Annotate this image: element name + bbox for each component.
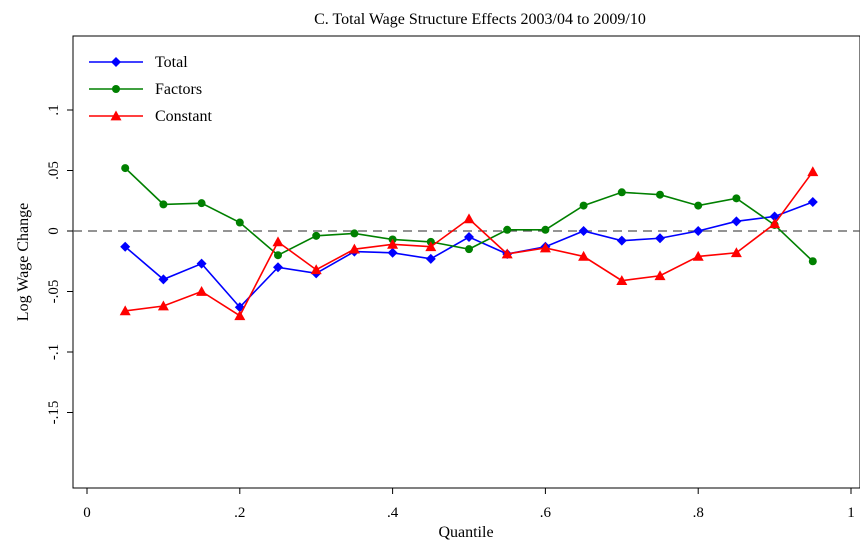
data-point-constant (387, 238, 399, 249)
x-tick-label: 0 (83, 505, 91, 521)
data-point-factors (732, 194, 741, 203)
legend-swatch-marker (111, 57, 121, 67)
data-point-factors (656, 190, 664, 199)
data-point-factors (197, 199, 206, 208)
data-point-total (273, 262, 283, 273)
data-point-factors (235, 218, 244, 227)
data-point-constant (119, 305, 131, 316)
data-point-constant (807, 166, 819, 177)
data-point-constant (348, 243, 360, 254)
data-point-total (120, 241, 131, 252)
x-axis-title: Quantile (438, 524, 493, 541)
data-point-total (731, 216, 742, 227)
data-point-constant (769, 218, 781, 229)
data-point-constant (425, 241, 437, 252)
data-point-total (769, 211, 780, 222)
data-point-factors (808, 257, 817, 266)
data-point-total (616, 235, 627, 246)
data-point-total (158, 274, 169, 285)
series-total (120, 196, 818, 313)
data-point-factors (350, 229, 359, 238)
data-point-constant (196, 286, 208, 296)
legend-label: Total (155, 54, 188, 71)
data-point-constant (272, 236, 284, 247)
y-axis: .1 .05 0 -.05 -.1 -.15 (46, 104, 73, 424)
data-point-total (387, 247, 398, 258)
data-point-constant (463, 213, 475, 224)
data-point-constant (310, 264, 322, 275)
y-tick-label: -.1 (46, 344, 62, 360)
data-point-constant (539, 242, 551, 253)
legend-item-constant: Constant (89, 108, 212, 125)
x-tick-label: .2 (234, 505, 245, 521)
data-point-factors (617, 188, 626, 197)
y-tick-label: .1 (46, 104, 62, 115)
y-tick-label: 0 (46, 227, 62, 235)
x-axis: 0 .2 .4 .6 .8 1 (83, 488, 855, 521)
chart-title: C. Total Wage Structure Effects 2003/04 … (314, 11, 646, 28)
data-point-total (655, 233, 665, 244)
legend-item-total: Total (89, 54, 188, 71)
legend-label: Factors (155, 81, 202, 98)
legend-swatch-marker (110, 110, 122, 121)
data-point-constant (501, 248, 513, 259)
data-point-factors (159, 200, 168, 209)
legend-label: Constant (155, 108, 212, 125)
data-point-factors (503, 225, 512, 234)
x-tick-label: .6 (540, 505, 552, 521)
y-tick-label: .05 (46, 161, 62, 180)
series-layer (119, 164, 819, 321)
data-point-constant (578, 250, 590, 261)
data-point-total (464, 232, 474, 243)
y-tick-label: -.05 (46, 280, 62, 304)
data-point-total (196, 258, 207, 269)
data-point-factors (694, 201, 703, 210)
y-axis-title: Log Wage Change (15, 203, 32, 321)
data-point-total (425, 253, 436, 264)
data-point-constant (730, 247, 742, 258)
data-point-total (693, 226, 704, 236)
data-point-factors (541, 225, 550, 234)
data-point-factors (465, 245, 473, 254)
data-point-factors (274, 251, 282, 260)
x-tick-label: .8 (693, 505, 704, 521)
data-point-total (578, 226, 589, 236)
data-point-factors (579, 201, 588, 210)
data-point-constant (157, 300, 169, 311)
plot-frame (72, 35, 860, 489)
data-point-constant (654, 270, 666, 281)
data-point-constant (234, 310, 246, 321)
y-tick-label: -.15 (46, 401, 62, 425)
series-constant (119, 166, 819, 321)
x-tick-label: 1 (847, 505, 855, 521)
legend-swatch-marker (112, 85, 120, 93)
data-point-factors (312, 231, 321, 240)
data-point-factors (121, 164, 130, 173)
legend: Total Factors Constant (89, 54, 212, 125)
data-point-total (807, 196, 818, 207)
data-point-constant (616, 275, 628, 286)
legend-item-factors: Factors (89, 81, 202, 98)
x-tick-label: .4 (387, 505, 399, 521)
data-point-constant (692, 250, 704, 261)
